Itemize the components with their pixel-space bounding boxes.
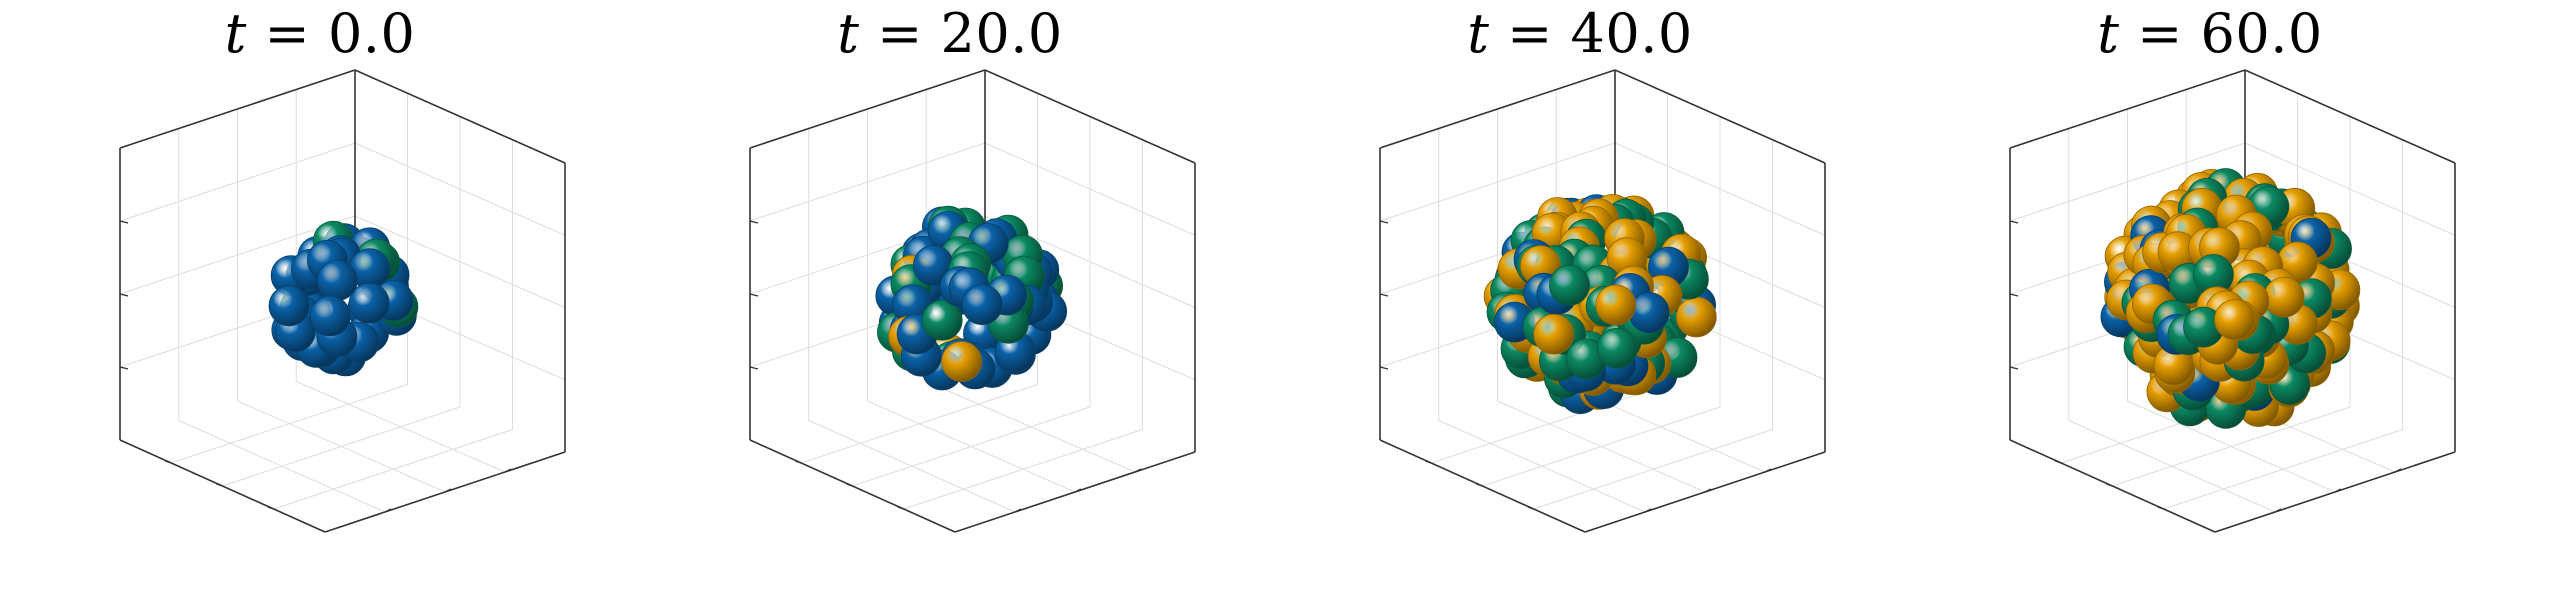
sphere-green [1596,327,1638,369]
sphere-blue [348,282,390,324]
panel-title: t = 60.0 [2097,2,2323,65]
panel-title: t = 20.0 [837,2,1063,65]
sphere-blue [268,285,310,327]
3d-axes [119,69,566,533]
panel-title: t = 40.0 [1467,2,1693,65]
3d-axes [2009,69,2456,533]
axes-grid [749,89,1196,513]
panel-t-60: t = 60.0 [1890,0,2530,600]
axis-ticks [749,220,1142,513]
sphere-blue [316,259,358,301]
axis-ticks [1379,220,1772,513]
sphere-orange [1675,296,1717,338]
sphere-orange [2214,299,2255,341]
axis-ticks [119,220,512,513]
panel-t-40: t = 40.0 [1260,0,1900,600]
sphere-blue [309,295,351,337]
sphere-orange [1595,284,1637,326]
sphere-orange [1533,313,1575,355]
3d-axes [1379,69,1826,533]
sphere-cluster [875,205,1068,391]
3d-axes [749,69,1196,533]
axis-ticks [2009,220,2402,513]
sphere-green [1549,264,1590,306]
sphere-cluster [2100,168,2361,429]
panel-title: t = 0.0 [224,2,416,65]
sphere-cluster [1483,193,1717,415]
sphere-green [921,299,963,341]
sphere-orange [2263,276,2305,318]
sphere-blue [961,284,1003,326]
sphere-orange [941,341,983,382]
panel-t-0: t = 0.0 [0,0,640,600]
panel-t-20: t = 20.0 [630,0,1270,600]
sphere-cluster [268,220,419,377]
